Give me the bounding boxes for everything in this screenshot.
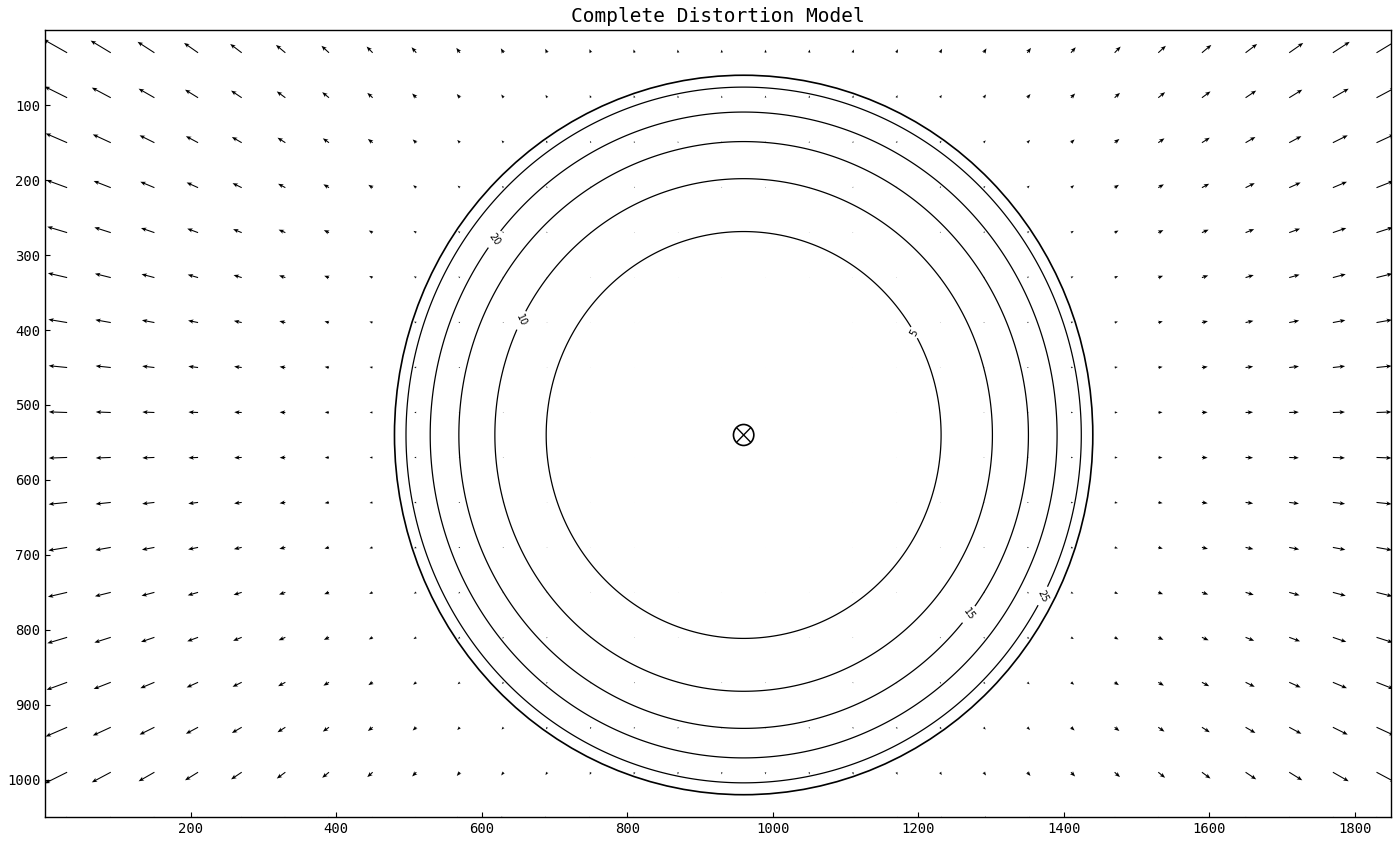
Text: 15: 15 — [962, 607, 977, 622]
Text: 20: 20 — [487, 231, 502, 247]
Text: 5: 5 — [909, 327, 920, 338]
Text: 25: 25 — [1036, 588, 1050, 604]
Title: Complete Distortion Model: Complete Distortion Model — [572, 7, 865, 26]
Text: 10: 10 — [514, 313, 528, 328]
